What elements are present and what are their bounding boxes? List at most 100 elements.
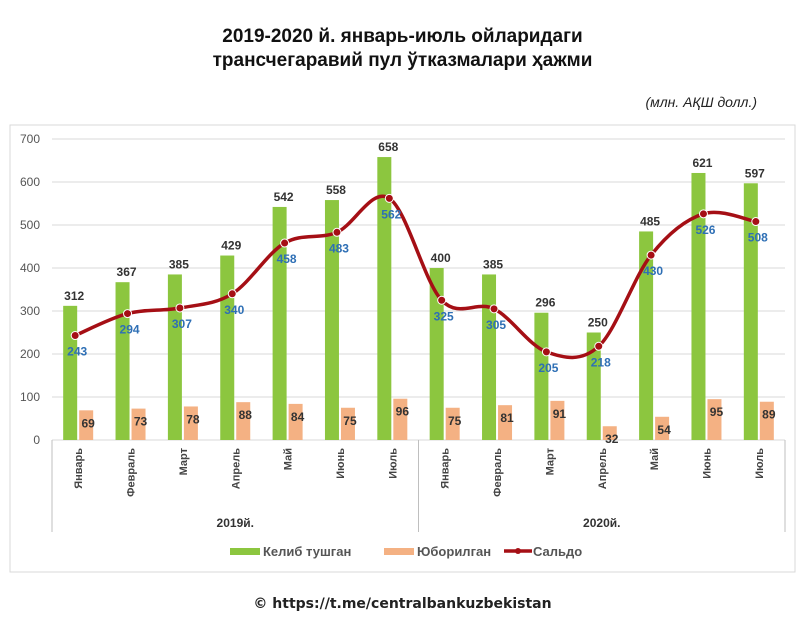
- label-outgoing: 96: [396, 405, 410, 419]
- bar-outgoing: [288, 403, 303, 440]
- bar-outgoing: [340, 407, 355, 440]
- y-tick-label: 600: [20, 175, 40, 189]
- bar-incoming: [482, 274, 497, 440]
- label-incoming: 621: [692, 156, 712, 170]
- label-saldo: 340: [224, 303, 244, 317]
- bar-outgoing: [236, 402, 251, 440]
- bar-outgoing: [183, 406, 198, 440]
- label-incoming: 385: [483, 257, 503, 271]
- label-saldo: 325: [434, 309, 454, 323]
- bar-outgoing: [131, 408, 146, 440]
- x-tick-label: Июнь: [701, 448, 713, 479]
- bar-outgoing: [550, 400, 565, 440]
- y-tick-label: 0: [33, 433, 40, 447]
- group-label: 2019й.: [217, 516, 254, 530]
- saldo-marker: [437, 295, 447, 305]
- y-tick-label: 200: [20, 347, 40, 361]
- x-tick-label: Апрель: [230, 448, 242, 489]
- x-tick-label: Январь: [73, 448, 85, 489]
- saldo-marker: [541, 347, 551, 357]
- legend-label-incoming: Келиб тушган: [263, 544, 351, 559]
- y-tick-label: 100: [20, 390, 40, 404]
- bar-incoming: [377, 157, 392, 440]
- bar-outgoing: [602, 426, 617, 440]
- x-tick-label: Июнь: [335, 448, 347, 479]
- saldo-marker: [751, 217, 761, 227]
- label-saldo: 458: [277, 252, 297, 266]
- label-outgoing: 75: [343, 414, 357, 428]
- label-saldo: 562: [381, 207, 401, 221]
- label-saldo: 294: [120, 323, 140, 337]
- bar-incoming: [167, 274, 182, 440]
- bar-incoming: [586, 332, 601, 440]
- saldo-marker: [227, 289, 237, 299]
- bar-outgoing: [79, 410, 94, 440]
- saldo-marker: [384, 193, 394, 203]
- saldo-marker: [280, 238, 290, 248]
- label-saldo: 307: [172, 317, 192, 331]
- label-saldo: 305: [486, 318, 506, 332]
- bar-outgoing: [655, 416, 670, 440]
- label-outgoing: 91: [553, 407, 567, 421]
- y-tick-label: 700: [20, 132, 40, 146]
- bar-outgoing: [759, 401, 774, 440]
- legend-swatch-outgoing: [384, 548, 414, 555]
- label-incoming: 558: [326, 183, 346, 197]
- x-tick-label: Апрель: [597, 448, 609, 489]
- label-incoming: 296: [535, 296, 555, 310]
- bar-outgoing: [393, 398, 408, 440]
- label-outgoing: 32: [605, 432, 619, 446]
- label-saldo: 218: [591, 355, 611, 369]
- x-tick-label: Март: [178, 447, 190, 475]
- saldo-marker: [646, 250, 656, 260]
- label-outgoing: 73: [134, 415, 148, 429]
- label-saldo: 508: [748, 231, 768, 245]
- label-incoming: 312: [64, 289, 84, 303]
- x-tick-label: Июль: [754, 448, 766, 479]
- label-saldo: 483: [329, 241, 349, 255]
- label-outgoing: 89: [762, 408, 776, 422]
- bar-incoming: [691, 172, 706, 440]
- x-tick-label: Февраль: [492, 448, 504, 497]
- label-outgoing: 75: [448, 414, 462, 428]
- saldo-marker: [594, 341, 604, 351]
- chart-title-line2: трансчегаравий пул ўтказмалари ҳажми: [212, 50, 593, 71]
- saldo-marker: [698, 209, 708, 219]
- label-saldo: 205: [538, 361, 558, 375]
- x-tick-label: Январь: [440, 448, 452, 489]
- group-label: 2020й.: [583, 516, 620, 530]
- y-tick-label: 300: [20, 304, 40, 318]
- label-saldo: 430: [643, 264, 663, 278]
- bar-incoming: [743, 183, 758, 441]
- x-tick-label: Июль: [387, 448, 399, 479]
- label-outgoing: 95: [710, 405, 724, 419]
- label-incoming: 542: [274, 190, 294, 204]
- saldo-marker: [489, 304, 499, 314]
- legend-label-outgoing: Юборилган: [417, 544, 491, 559]
- label-incoming: 385: [169, 257, 189, 271]
- unit-label: (млн. АҚШ долл.): [645, 94, 757, 110]
- label-outgoing: 88: [239, 408, 253, 422]
- bar-outgoing: [445, 407, 460, 440]
- bar-incoming: [324, 200, 339, 440]
- label-outgoing: 84: [291, 410, 305, 424]
- legend-swatch-incoming: [230, 548, 260, 555]
- label-saldo: 243: [67, 345, 87, 359]
- legend-label-saldo: Сальдо: [533, 544, 582, 559]
- source-footer[interactable]: © https://t.me/centralbankuzbekistan: [253, 596, 552, 612]
- label-incoming: 250: [588, 316, 608, 330]
- bar-outgoing: [498, 405, 513, 440]
- bar-incoming: [639, 231, 654, 440]
- saldo-marker: [175, 303, 185, 313]
- label-incoming: 367: [117, 265, 137, 279]
- saldo-line: [74, 194, 757, 360]
- saldo-marker: [70, 331, 80, 341]
- x-tick-label: Май: [649, 448, 661, 470]
- bar-incoming: [272, 206, 287, 440]
- bar-incoming: [63, 305, 78, 440]
- y-tick-label: 400: [20, 261, 40, 275]
- y-tick-label: 500: [20, 218, 40, 232]
- saldo-marker: [332, 227, 342, 237]
